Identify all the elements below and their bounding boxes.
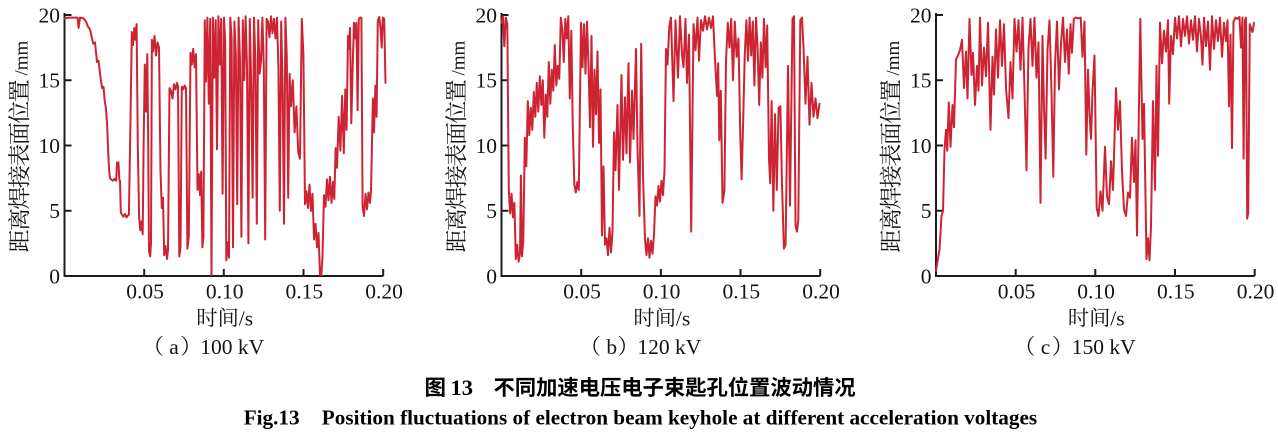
svg-text:15: 15 [39, 69, 61, 93]
svg-text:0.15: 0.15 [1157, 280, 1195, 304]
svg-text:0.20: 0.20 [1237, 280, 1275, 304]
svg-text:b: b [606, 335, 617, 359]
svg-text:/s: /s [1110, 306, 1124, 330]
svg-text:0.15: 0.15 [722, 280, 760, 304]
svg-text:0: 0 [49, 264, 60, 288]
svg-text:120 kV: 120 kV [637, 335, 701, 359]
svg-text:5: 5 [486, 199, 497, 223]
svg-text:/s: /s [239, 306, 253, 330]
svg-text:20: 20 [476, 3, 498, 27]
svg-text:/mm: /mm [883, 40, 904, 75]
svg-text:20: 20 [39, 3, 61, 27]
svg-text:15: 15 [476, 69, 498, 93]
svg-text:5: 5 [921, 199, 932, 223]
svg-text:0.05: 0.05 [563, 280, 601, 304]
svg-text:0.10: 0.10 [206, 280, 244, 304]
svg-text:0.20: 0.20 [802, 280, 840, 304]
svg-text:Position fluctuations of elect: Position fluctuations of electron beam k… [322, 405, 1037, 429]
svg-text:0: 0 [921, 264, 932, 288]
svg-text:0.05: 0.05 [998, 280, 1036, 304]
svg-text:0.10: 0.10 [1077, 280, 1115, 304]
svg-text:/mm: /mm [449, 40, 470, 75]
svg-text:0: 0 [486, 264, 497, 288]
svg-text:10: 10 [476, 134, 498, 158]
svg-text:c: c [1041, 335, 1051, 359]
svg-text:a: a [169, 335, 179, 359]
svg-text:150 kV: 150 kV [1072, 335, 1136, 359]
svg-text:10: 10 [910, 134, 932, 158]
svg-text:13: 13 [451, 375, 474, 400]
svg-text:10: 10 [39, 134, 61, 158]
svg-text:/mm: /mm [12, 40, 33, 75]
svg-text:100 kV: 100 kV [200, 335, 264, 359]
svg-text:Fig.13: Fig.13 [244, 405, 300, 429]
svg-text:15: 15 [910, 69, 932, 93]
svg-text:0.15: 0.15 [285, 280, 323, 304]
svg-text:5: 5 [49, 199, 60, 223]
svg-text:20: 20 [910, 3, 932, 27]
svg-text:0.10: 0.10 [643, 280, 681, 304]
svg-text:/s: /s [676, 306, 690, 330]
svg-text:0.20: 0.20 [365, 280, 403, 304]
svg-text:0.05: 0.05 [126, 280, 164, 304]
